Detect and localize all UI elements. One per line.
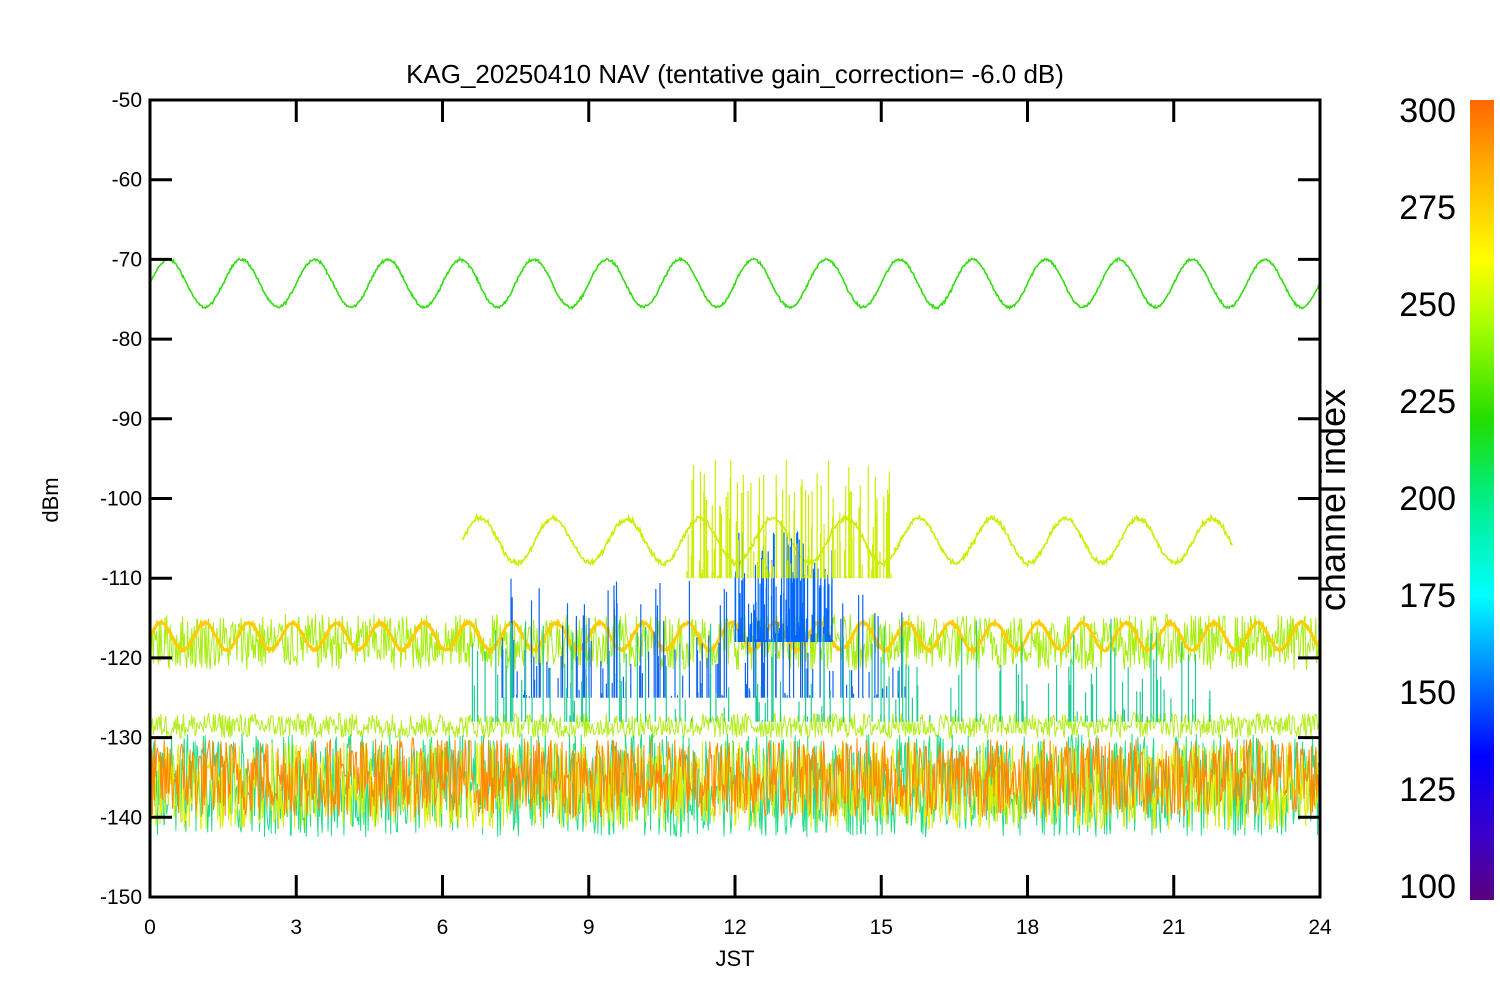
x-tick-label: 18 <box>1016 916 1039 939</box>
spike-group-0 <box>501 578 906 698</box>
y-tick-label: -50 <box>112 89 142 112</box>
x-axis-label: JST <box>715 946 754 971</box>
colorbar-tick-label: 200 <box>1399 480 1456 518</box>
colorbar-tick-label: 100 <box>1399 868 1456 906</box>
colorbar-ticks: 300 275 250 225 200 175 150 125 100 <box>1399 92 1456 906</box>
x-tick-label: 24 <box>1308 916 1332 939</box>
series-band-255 <box>150 613 1320 670</box>
y-axis-label: dBm <box>38 477 63 522</box>
colorbar-tick-label: 250 <box>1399 286 1456 324</box>
colorbar-tick-label: 225 <box>1399 383 1456 421</box>
spike-group-1 <box>734 531 833 642</box>
x-tick-label: 12 <box>723 916 746 939</box>
x-tick-label: 21 <box>1162 916 1185 939</box>
y-tick-label: -70 <box>112 248 142 271</box>
y-tick-label: -100 <box>100 488 142 511</box>
y-tick-label: -120 <box>100 647 142 670</box>
series-line-240 <box>150 256 1320 311</box>
colorbar-tick-label: 300 <box>1399 92 1456 130</box>
colorbar-tick-label: 275 <box>1399 189 1456 227</box>
colorbar-tick-label: 150 <box>1399 674 1456 712</box>
axes: -50 -60 -70 -80 -90 -100 -110 -120 -130 -140 -1500… <box>100 89 1332 939</box>
x-tick-label: 6 <box>437 916 449 939</box>
y-tick-label: -150 <box>100 886 142 909</box>
chart-title: KAG_20250410 NAV (tentative gain_correct… <box>406 59 1064 89</box>
series-band-258 <box>150 712 1320 739</box>
colorbar-label: channel index <box>1312 389 1353 611</box>
x-tick-label: 0 <box>144 916 156 939</box>
y-tick-label: -110 <box>102 567 142 590</box>
series-band-290 <box>150 737 1320 818</box>
x-tick-label: 15 <box>870 916 893 939</box>
y-tick-label: -80 <box>112 328 142 351</box>
y-tick-label: -140 <box>100 806 142 829</box>
spike-group-3 <box>686 460 892 579</box>
colorbar <box>1470 100 1494 900</box>
y-tick-label: -90 <box>112 408 142 431</box>
y-tick-label: -130 <box>100 727 142 750</box>
colorbar-tick-label: 175 <box>1399 577 1456 615</box>
x-tick-label: 3 <box>290 916 302 939</box>
series-line-262 <box>461 512 1234 569</box>
spike-group-2 <box>471 618 1211 722</box>
colorbar-tick-label: 125 <box>1399 771 1456 809</box>
data-layer <box>150 256 1320 838</box>
y-tick-label: -60 <box>112 169 142 192</box>
x-tick-label: 9 <box>583 916 595 939</box>
